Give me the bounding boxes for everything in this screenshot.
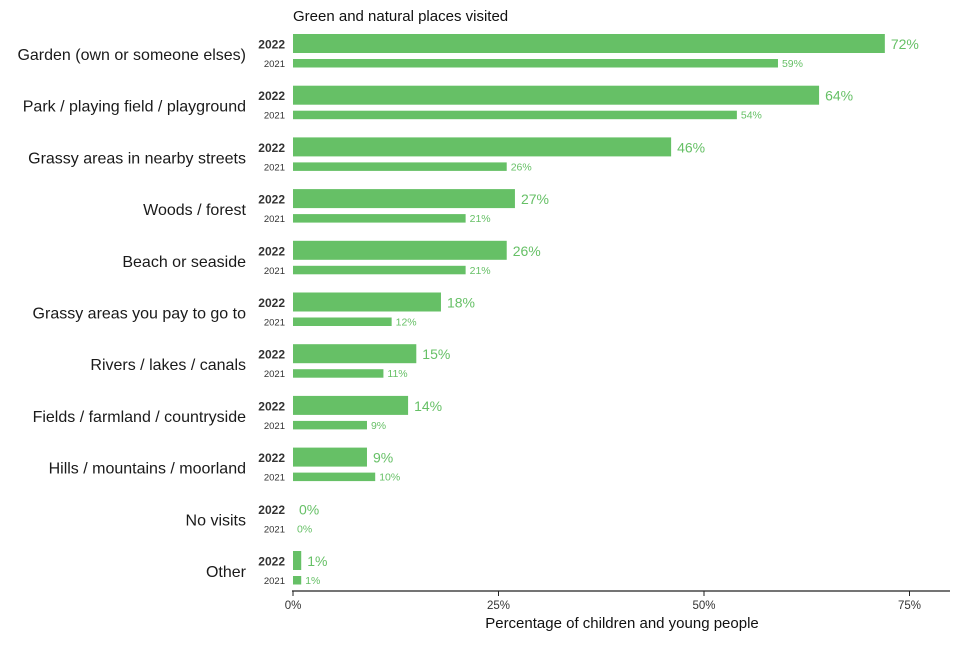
category-label: Hills / mountains / moorland <box>49 461 246 478</box>
bar-2022 <box>293 85 820 105</box>
data-label-2021: 9% <box>371 420 386 432</box>
category-label: Park / playing field / playground <box>23 99 246 116</box>
category-group: No visits 2022 0% 2021 0% <box>186 501 320 535</box>
data-label-2021: 54% <box>741 110 762 122</box>
series-label-2022: 2022 <box>258 38 285 52</box>
data-label-2021: 11% <box>387 368 407 380</box>
data-label-2022: 15% <box>422 346 450 362</box>
data-label-2021: 21% <box>470 213 491 225</box>
bar-2022 <box>293 447 367 467</box>
category-group: Park / playing field / playground 2022 64%… <box>23 85 853 122</box>
category-group: Fields / farmland / countryside 2022 14% 20… <box>33 395 442 432</box>
data-label-2022: 1% <box>307 553 327 569</box>
bar-2021 <box>293 59 778 68</box>
bar-2021 <box>293 420 367 430</box>
series-label-2022: 2022 <box>258 555 285 569</box>
series-label-2022: 2022 <box>258 244 285 258</box>
chart-title: Green and natural places visited <box>293 8 508 25</box>
series-label-2022: 2022 <box>258 89 285 103</box>
x-tick-label: 0% <box>285 600 302 612</box>
category-group: Woods / forest 2022 27% 2021 21% <box>143 189 549 225</box>
category-label: Grassy areas in nearby streets <box>28 150 246 167</box>
category-group: Grassy areas in nearby streets 2022 46% 202… <box>28 137 705 173</box>
series-label-2022: 2022 <box>258 141 285 155</box>
bar-2021 <box>293 214 466 223</box>
category-group: Garden (own or someone elses) 2022 72% 2021… <box>17 34 919 70</box>
category-label: Garden (own or someone elses) <box>17 47 246 64</box>
bar-2021 <box>293 369 384 378</box>
series-label-2021: 2021 <box>264 266 285 277</box>
bar-2021 <box>293 576 302 585</box>
category-group: Beach or seaside 2022 26% 2021 21% <box>122 240 541 277</box>
series-label-2021: 2021 <box>264 318 285 329</box>
series-label-2022: 2022 <box>258 399 285 413</box>
bar-2022 <box>293 137 672 157</box>
bar-2022 <box>293 292 441 312</box>
series-label-2021: 2021 <box>264 111 285 122</box>
bar-2021 <box>293 317 392 326</box>
category-label: Other <box>206 564 247 581</box>
category-label: No visits <box>186 512 246 529</box>
data-label-2022: 9% <box>373 450 393 466</box>
category-label: Beach or seaside <box>122 254 246 271</box>
x-axis: 0% 25% 50% 75% <box>285 590 950 612</box>
series-label-2021: 2021 <box>264 421 285 432</box>
data-label-2021: 0% <box>297 523 312 535</box>
series-label-2022: 2022 <box>258 348 285 362</box>
category-group: Rivers / lakes / canals 2022 15% 2021 11% <box>90 344 450 380</box>
category-label: Fields / farmland / countryside <box>33 409 247 426</box>
x-axis-label: Percentage of children and young people <box>485 615 759 632</box>
data-label-2021: 10% <box>379 472 400 484</box>
x-tick-label: 50% <box>692 600 715 612</box>
series-label-2021: 2021 <box>264 59 285 70</box>
bar-2021 <box>293 265 466 275</box>
data-label-2021: 12% <box>396 317 417 329</box>
category-group: Hills / mountains / moorland 2022 9% 2021 10… <box>49 447 400 484</box>
bar-2022 <box>293 189 515 209</box>
category-group: Other 2022 1% 2021 1% <box>206 551 327 587</box>
data-label-2021: 26% <box>511 161 532 173</box>
category-label: Grassy areas you pay to go to <box>33 306 247 323</box>
data-label-2022: 26% <box>513 243 541 259</box>
series-label-2021: 2021 <box>264 576 285 587</box>
series-label-2021: 2021 <box>264 214 285 225</box>
series-label-2022: 2022 <box>258 296 285 310</box>
series-label-2021: 2021 <box>264 369 285 380</box>
series-label-2021: 2021 <box>264 162 285 173</box>
series-label-2022: 2022 <box>258 193 285 207</box>
category-label: Rivers / lakes / canals <box>90 357 246 374</box>
series-label-2022: 2022 <box>258 451 285 465</box>
bar-2022 <box>293 395 409 415</box>
category-group: Grassy areas you pay to go to 2022 18% 2021… <box>33 292 475 329</box>
bar-2021 <box>293 162 507 171</box>
data-label-2021: 21% <box>470 265 491 277</box>
data-label-2022: 14% <box>414 398 442 414</box>
data-label-2022: 18% <box>447 295 475 311</box>
bar-2022 <box>293 34 885 53</box>
bar-2021 <box>293 472 376 482</box>
x-tick-label: 75% <box>898 600 921 612</box>
series-label-2021: 2021 <box>264 524 285 535</box>
series-label-2021: 2021 <box>264 473 285 484</box>
bars-layer: Garden (own or someone elses) 2022 72% 2021… <box>17 34 919 587</box>
category-label: Woods / forest <box>143 202 246 219</box>
bar-2022 <box>293 551 302 570</box>
data-label-2021: 1% <box>305 575 320 587</box>
data-label-2021: 59% <box>782 58 803 70</box>
bar-2021 <box>293 110 737 120</box>
data-label-2022: 46% <box>677 139 705 155</box>
data-label-2022: 27% <box>521 191 549 207</box>
bar-2022 <box>293 344 417 364</box>
series-label-2022: 2022 <box>258 503 285 517</box>
data-label-2022: 0% <box>299 501 319 517</box>
x-tick-label: 25% <box>487 600 510 612</box>
bar-2022 <box>293 240 507 260</box>
data-label-2022: 72% <box>891 36 919 52</box>
data-label-2022: 64% <box>825 88 853 104</box>
